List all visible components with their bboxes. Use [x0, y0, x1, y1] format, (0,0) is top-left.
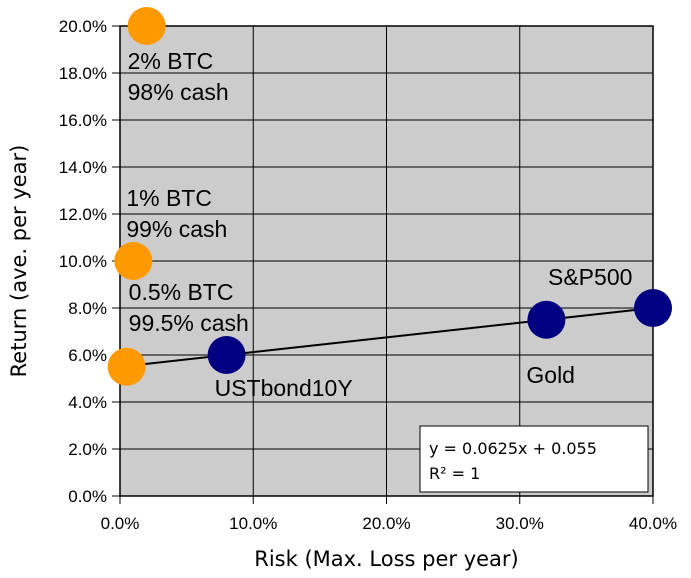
y-tick-label: 18.0%	[59, 64, 107, 83]
x-tick-label: 20.0%	[362, 514, 410, 533]
data-point	[114, 242, 153, 280]
point-label-line: 1% BTC	[126, 185, 212, 211]
y-tick-label: 10.0%	[59, 252, 107, 271]
y-tick-label: 8.0%	[68, 299, 107, 318]
point-label-line: 99.5% cash	[129, 310, 249, 336]
x-axis-ticks: 0.0% 10.0% 20.0% 30.0% 40.0%	[101, 496, 677, 533]
point-label: 1% BTC 99% cash	[126, 185, 227, 242]
y-tick-label: 0.0%	[68, 487, 107, 506]
point-label-line: S&P500	[548, 264, 632, 290]
trendline-equation: y = 0.0625x + 0.055	[429, 439, 597, 458]
x-tick-label: 10.0%	[229, 514, 277, 533]
point-labels: 0.5% BTC 99.5% cash 1% BTC 99% cash 2% BTC 98…	[126, 48, 632, 401]
y-tick-label: 6.0%	[68, 346, 107, 365]
x-tick-label: 0.0%	[101, 514, 140, 533]
point-label: S&P500	[548, 264, 632, 290]
y-tick-label: 12.0%	[59, 205, 107, 224]
y-tick-label: 4.0%	[68, 393, 107, 412]
point-label-line: 98% cash	[128, 79, 229, 105]
y-tick-label: 14.0%	[59, 158, 107, 177]
data-point	[207, 336, 246, 374]
gridlines	[119, 25, 654, 497]
point-label-line: USTbond10Y	[215, 375, 353, 401]
data-point	[527, 300, 566, 339]
point-label: Gold	[526, 362, 575, 388]
y-axis-title: Return (ave. per year)	[7, 145, 31, 378]
y-tick-label: 20.0%	[59, 17, 107, 36]
x-tick-label: 30.0%	[496, 514, 544, 533]
point-label-line: 99% cash	[126, 216, 227, 242]
data-point	[127, 7, 166, 45]
data-points	[107, 7, 672, 386]
y-axis-ticks: 0.0% 2.0% 4.0% 6.0% 8.0% 10.0% 12.0% 14.0% 16.0%…	[59, 17, 120, 506]
point-label: USTbond10Y	[215, 375, 353, 401]
equation-box-frame	[419, 425, 649, 493]
point-label: 2% BTC 98% cash	[128, 48, 229, 105]
point-label-line: 2% BTC	[128, 48, 214, 74]
data-point	[634, 289, 672, 327]
point-label-line: 0.5% BTC	[129, 279, 234, 305]
point-label: 0.5% BTC 99.5% cash	[129, 279, 249, 336]
y-tick-label: 2.0%	[68, 440, 107, 459]
x-axis-title: Risk (Max. Loss per year)	[254, 547, 519, 571]
trendline-equation-box: y = 0.0625x + 0.055 R² = 1	[419, 425, 649, 493]
data-point	[107, 347, 146, 386]
trendline-r-squared: R² = 1	[429, 464, 480, 483]
x-tick-label: 40.0%	[629, 514, 677, 533]
y-tick-label: 16.0%	[59, 111, 107, 130]
point-label-line: Gold	[526, 362, 575, 388]
